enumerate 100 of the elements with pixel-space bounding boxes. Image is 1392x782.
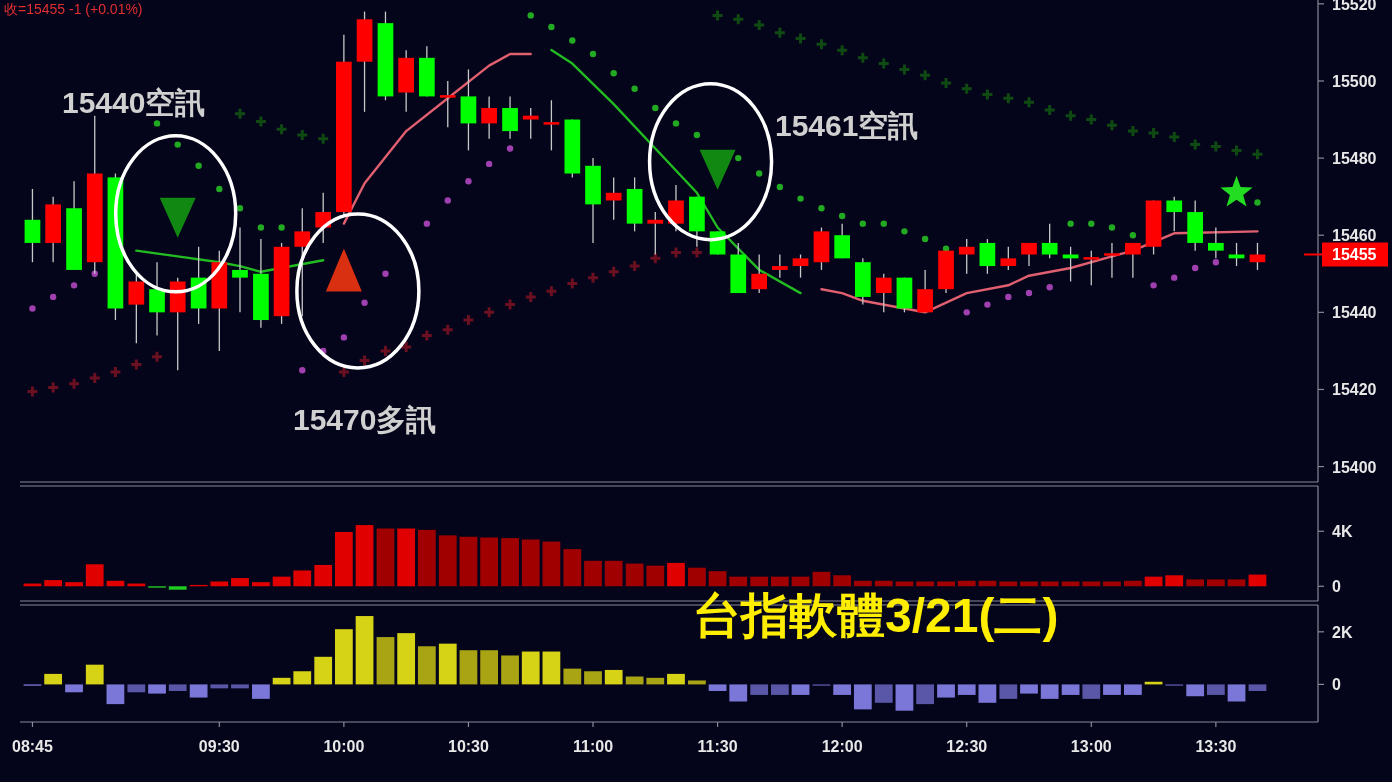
bar bbox=[521, 539, 540, 587]
point bbox=[546, 286, 557, 297]
point bbox=[1220, 175, 1253, 207]
bar bbox=[874, 684, 893, 703]
bar bbox=[688, 567, 706, 587]
point bbox=[216, 185, 223, 193]
bar bbox=[1020, 581, 1038, 587]
x-tick-label: 09:30 bbox=[198, 738, 240, 755]
bar bbox=[542, 541, 561, 587]
point bbox=[338, 367, 349, 378]
bar bbox=[293, 570, 312, 587]
candlestick bbox=[917, 269, 933, 313]
point bbox=[776, 183, 784, 191]
bar bbox=[708, 684, 727, 691]
annotation: 收=15455 -1 (+0.01%) bbox=[4, 1, 143, 17]
point bbox=[153, 120, 161, 127]
bar bbox=[916, 684, 934, 705]
bar bbox=[999, 581, 1018, 587]
point bbox=[963, 309, 970, 316]
point bbox=[89, 372, 100, 383]
bar bbox=[106, 684, 125, 705]
candlestick bbox=[149, 261, 165, 337]
point bbox=[1106, 120, 1117, 131]
bar bbox=[1227, 684, 1246, 702]
point bbox=[1127, 126, 1138, 137]
y-tick-label: 15500 bbox=[1332, 72, 1377, 90]
point bbox=[70, 282, 78, 289]
point bbox=[527, 12, 534, 19]
point bbox=[984, 301, 991, 308]
candlestick bbox=[128, 273, 145, 344]
point bbox=[1254, 199, 1261, 206]
point bbox=[610, 70, 617, 77]
bar bbox=[334, 531, 353, 587]
point bbox=[1024, 97, 1034, 108]
point bbox=[174, 141, 181, 148]
bar bbox=[833, 684, 852, 695]
bar bbox=[1124, 684, 1142, 695]
point bbox=[401, 342, 412, 353]
point bbox=[588, 272, 599, 283]
bar bbox=[1186, 684, 1205, 697]
annotation: 15440空訊 bbox=[62, 86, 206, 119]
point bbox=[1252, 149, 1263, 160]
y-tick-label: 0 bbox=[1332, 578, 1341, 596]
bar bbox=[667, 673, 685, 685]
bar bbox=[729, 684, 748, 702]
bar bbox=[978, 684, 997, 703]
point bbox=[236, 205, 244, 212]
bar bbox=[999, 684, 1018, 699]
x-tick-label: 12:00 bbox=[821, 738, 863, 755]
bar bbox=[1248, 684, 1267, 691]
y-tick-label: 0 bbox=[1332, 676, 1341, 694]
bar bbox=[65, 582, 83, 587]
candlestick bbox=[439, 80, 456, 128]
bar bbox=[148, 684, 166, 694]
bar bbox=[1206, 684, 1225, 695]
point bbox=[901, 228, 908, 235]
point bbox=[485, 160, 493, 168]
point bbox=[1067, 220, 1074, 227]
candlestick bbox=[1000, 246, 1017, 271]
bar bbox=[355, 616, 374, 685]
annotation: 台指軟體3/21(二) bbox=[693, 589, 1059, 642]
bar bbox=[480, 650, 499, 685]
point bbox=[941, 77, 952, 88]
bar bbox=[521, 651, 540, 685]
bar bbox=[1186, 579, 1205, 587]
point bbox=[1088, 220, 1095, 227]
point bbox=[506, 145, 514, 152]
point bbox=[1065, 110, 1076, 121]
point bbox=[797, 195, 804, 202]
point bbox=[631, 85, 638, 92]
point bbox=[899, 64, 910, 75]
bar bbox=[459, 650, 478, 685]
point bbox=[920, 70, 931, 81]
candlestick bbox=[605, 176, 622, 221]
candlestick bbox=[792, 253, 809, 279]
bar bbox=[1061, 581, 1080, 587]
bar bbox=[584, 671, 602, 685]
bar bbox=[625, 676, 644, 685]
bar bbox=[895, 581, 914, 587]
line-series bbox=[135, 249, 325, 273]
y-tick-label: 2K bbox=[1332, 623, 1353, 641]
candlestick bbox=[751, 253, 768, 294]
point bbox=[1148, 128, 1159, 139]
point bbox=[942, 245, 950, 252]
bar bbox=[210, 684, 229, 689]
bar bbox=[355, 525, 374, 587]
bar bbox=[85, 564, 104, 587]
bar bbox=[688, 680, 706, 685]
bar bbox=[438, 535, 457, 587]
candlestick bbox=[1125, 242, 1141, 279]
bar bbox=[376, 637, 395, 685]
line-series bbox=[342, 52, 532, 225]
candlestick bbox=[24, 188, 41, 263]
candlestick bbox=[543, 99, 560, 152]
bar bbox=[604, 560, 623, 587]
point bbox=[754, 20, 765, 31]
x-tick-label: 11:00 bbox=[572, 738, 614, 755]
bar bbox=[770, 576, 789, 587]
ref-line-label: 15455 bbox=[1332, 246, 1377, 264]
bar bbox=[314, 656, 333, 685]
